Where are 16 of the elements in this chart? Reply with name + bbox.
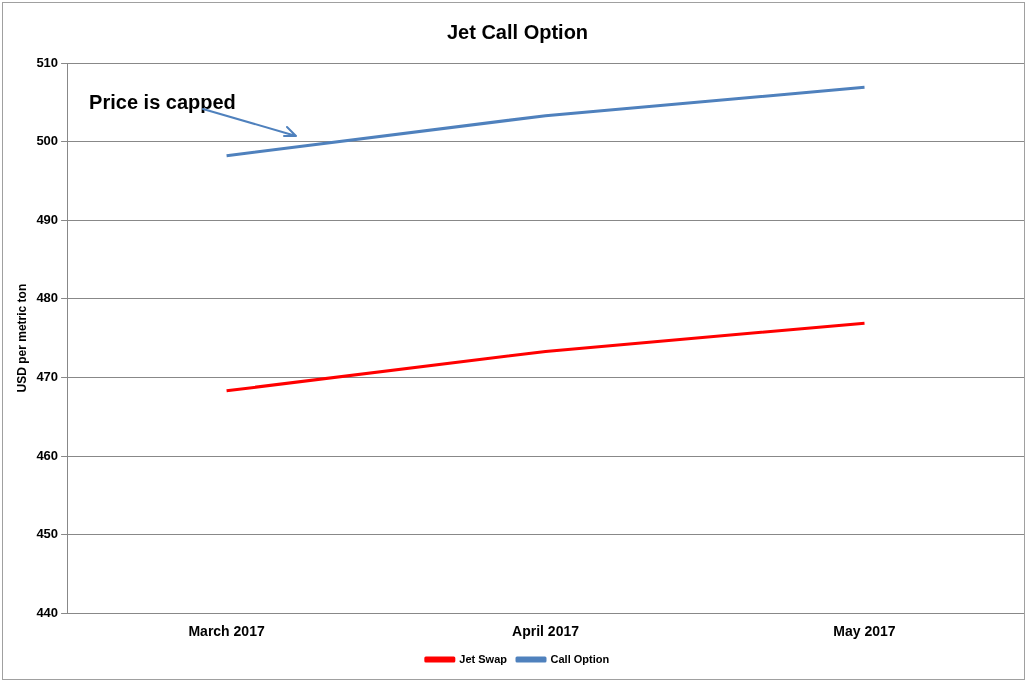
y-tick-label: 450 xyxy=(36,526,59,542)
y-tick-label: 470 xyxy=(36,368,59,384)
legend-label: Jet Swap xyxy=(459,652,508,665)
x-tick-label: March 2017 xyxy=(188,623,265,640)
x-tick-label: May 2017 xyxy=(833,623,896,640)
x-tick-label: April 2017 xyxy=(512,623,580,640)
y-tick-label: 500 xyxy=(36,133,59,149)
chart-title: Jet Call Option xyxy=(446,20,589,43)
y-tick-label: 510 xyxy=(36,54,59,70)
y-tick-label: 490 xyxy=(36,211,59,227)
y-tick-label: 460 xyxy=(36,447,59,463)
legend-label: Call Option xyxy=(550,652,610,665)
y-axis-title: USD per metric ton xyxy=(14,283,29,393)
y-tick-label: 440 xyxy=(36,604,59,620)
annotation: Price is capped xyxy=(89,90,236,113)
y-tick-label: 480 xyxy=(36,290,59,306)
